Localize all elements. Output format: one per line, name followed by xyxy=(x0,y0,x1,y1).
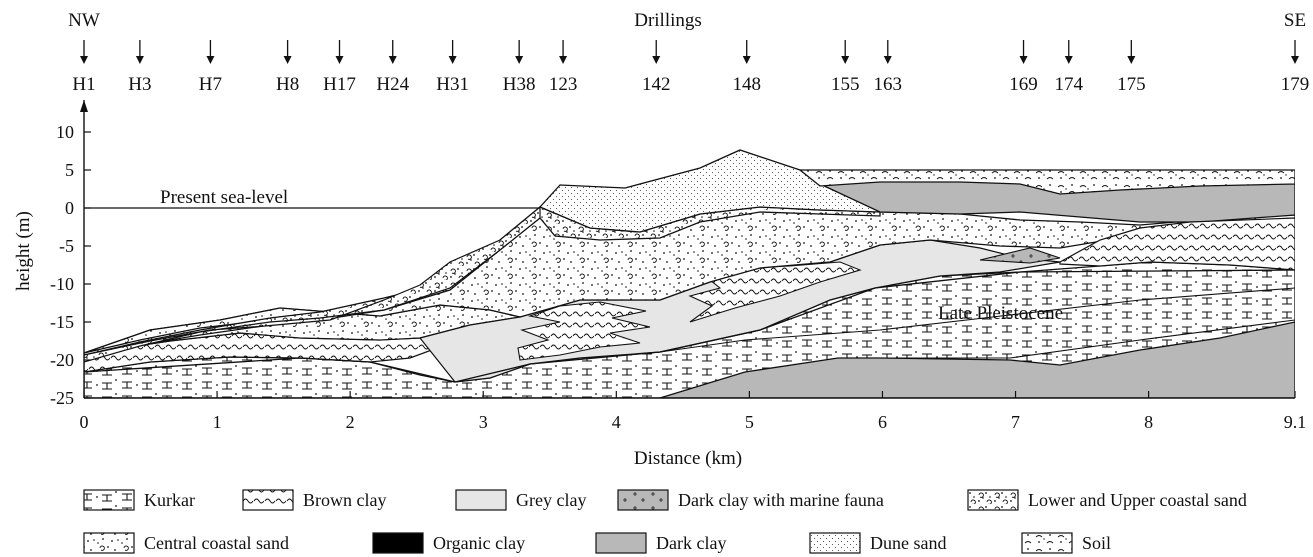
y-tick-label: 10 xyxy=(56,122,74,142)
legend-swatch-coastal xyxy=(967,489,1019,511)
legend-swatch-kurkar xyxy=(83,489,135,511)
geologic-section xyxy=(84,149,1295,398)
y-axis-label: height (m) xyxy=(13,211,34,291)
drilling-label: H1 xyxy=(72,74,95,95)
drilling-label: 123 xyxy=(549,74,578,95)
drilling-arrowhead-icon xyxy=(1019,56,1028,64)
drilling-arrowhead-icon xyxy=(1127,56,1136,64)
late-pleistocene-surface xyxy=(84,269,1295,383)
y-tick-label: -15 xyxy=(50,312,74,332)
x-tick-label: 9.1 xyxy=(1284,412,1307,432)
brown-clay-tongue-west xyxy=(517,301,651,361)
legend-label-kurkar: Kurkar xyxy=(144,490,195,510)
legend-swatch-central xyxy=(83,532,135,554)
legend-swatch-grey xyxy=(455,489,507,511)
drilling-label: H24 xyxy=(376,74,409,95)
y-tick-label: -5 xyxy=(59,236,74,256)
drilling-arrowhead-icon xyxy=(335,56,344,64)
direction-nw: NW xyxy=(68,10,100,31)
drilling-label: 148 xyxy=(732,74,761,95)
drilling-arrowhead-icon xyxy=(883,56,892,64)
legend-swatch-organic xyxy=(372,532,424,554)
legend-label-dark: Dark clay xyxy=(656,533,726,553)
drilling-arrowhead-icon xyxy=(742,56,751,64)
legend-swatch-dark xyxy=(595,532,647,554)
drilling-arrowhead-icon xyxy=(652,56,661,64)
drilling-label: H38 xyxy=(503,74,536,95)
y-tick-label: -25 xyxy=(50,388,74,408)
dark-clay-marine-lens xyxy=(979,247,1061,264)
drilling-label: H7 xyxy=(199,74,222,95)
legend-label-dune: Dune sand xyxy=(870,533,946,553)
drilling-label: H8 xyxy=(276,74,299,95)
legend-label-grey: Grey clay xyxy=(516,490,586,510)
coastal-sand-north-west xyxy=(84,205,541,363)
x-tick-label: 0 xyxy=(80,412,89,432)
legend-label-darkmarine: Dark clay with marine fauna xyxy=(678,490,884,510)
drilling-label: 174 xyxy=(1055,74,1084,95)
drilling-arrowhead-icon xyxy=(1064,56,1073,64)
drilling-arrowhead-icon xyxy=(841,56,850,64)
y-axis-arrow-icon xyxy=(80,100,88,112)
brown-clay-east xyxy=(1059,217,1295,271)
drilling-arrowhead-icon xyxy=(515,56,524,64)
legend-label-central: Central coastal sand xyxy=(144,533,289,553)
x-axis-label: Distance (km) xyxy=(634,448,742,469)
drillings-title: Drillings xyxy=(634,10,702,31)
x-tick-label: 1 xyxy=(213,412,222,432)
y-ticks: 10 5 0 -5 -10 -15 -20 -25 xyxy=(50,122,91,408)
x-tick-label: 8 xyxy=(1144,412,1153,432)
legend-swatch-soil xyxy=(1021,532,1073,554)
y-tick-label: -20 xyxy=(50,350,74,370)
drilling-label: H31 xyxy=(436,74,469,95)
legend-swatch-darkmarine xyxy=(617,489,669,511)
y-tick-label: 0 xyxy=(65,198,74,218)
x-tick-label: 7 xyxy=(1011,412,1020,432)
drilling-label: H3 xyxy=(128,74,151,95)
drilling-label: 169 xyxy=(1009,74,1038,95)
drilling-label: 142 xyxy=(642,74,671,95)
sea-level-label: Present sea-level xyxy=(160,187,288,208)
y-tick-label: 5 xyxy=(65,160,74,180)
x-tick-label: 2 xyxy=(346,412,355,432)
x-tick-label: 6 xyxy=(878,412,887,432)
drilling-label: 179 xyxy=(1281,74,1310,95)
legend-swatch-dune xyxy=(809,532,861,554)
drilling-arrowhead-icon xyxy=(1291,56,1299,64)
x-tick-label: 4 xyxy=(612,412,621,432)
drilling-arrowhead-icon xyxy=(559,56,568,64)
direction-se: SE xyxy=(1284,10,1306,31)
kurkar-internal-boundary-2 xyxy=(838,319,1295,359)
drilling-arrowhead-icon xyxy=(448,56,457,64)
drilling-arrowhead-icon xyxy=(80,56,88,64)
drilling-markers: H1 H3 H7 H8 H17 H24 H31 H38 123 142 148 155 163 169 17… xyxy=(72,40,1309,95)
late-pleistocene-label: Late Pleistocene xyxy=(938,303,1063,324)
dark-clay-bottom xyxy=(659,321,1295,398)
drilling-label: H17 xyxy=(323,74,356,95)
legend: Kurkar Brown clay Grey clay Dark clay with … xyxy=(83,489,1247,554)
drilling-arrowhead-icon xyxy=(135,56,144,64)
x-tick-label: 3 xyxy=(479,412,488,432)
drilling-arrowhead-icon xyxy=(283,56,292,64)
drilling-arrowhead-icon xyxy=(388,56,397,64)
soil-top xyxy=(798,169,1295,195)
legend-label-coastal: Lower and Upper coastal sand xyxy=(1028,490,1247,510)
x-ticks: 0 1 2 3 4 5 6 7 8 9.1 xyxy=(80,391,1307,432)
drilling-label: 163 xyxy=(874,74,903,95)
x-tick-label: 5 xyxy=(745,412,754,432)
drilling-label: 155 xyxy=(831,74,860,95)
drilling-label: 175 xyxy=(1117,74,1146,95)
legend-swatch-brown xyxy=(242,489,294,511)
legend-label-brown: Brown clay xyxy=(303,490,386,510)
legend-label-soil: Soil xyxy=(1082,533,1111,553)
kurkar-internal-boundary xyxy=(659,287,1295,353)
legend-label-organic: Organic clay xyxy=(433,533,525,553)
drilling-arrowhead-icon xyxy=(206,56,215,64)
y-tick-label: -10 xyxy=(50,274,74,294)
